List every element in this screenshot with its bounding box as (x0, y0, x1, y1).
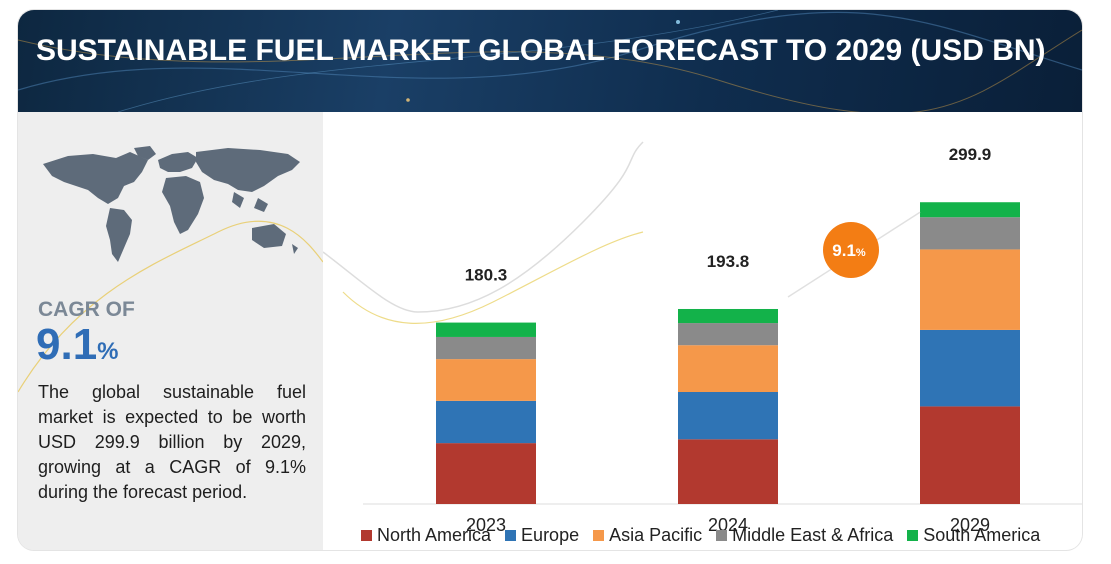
bar-segment-2023-asia-pacific (436, 359, 536, 401)
legend-label: Middle East & Africa (732, 525, 894, 545)
bar-segment-2029-europe (920, 329, 1020, 407)
title-banner: SUSTAINABLE FUEL MARKET GLOBAL FORECAST … (18, 10, 1082, 112)
bar-segment-2024-asia-pacific (678, 345, 778, 393)
banner-background-lines (18, 10, 1082, 112)
legend-label: Asia Pacific (609, 525, 703, 545)
bar-segment-2024-north-america (678, 439, 778, 504)
cagr-unit: % (97, 338, 119, 365)
total-label-2024: 193.8 (707, 252, 750, 271)
cagr-value: 9.1% (36, 320, 119, 370)
legend-label: Europe (521, 525, 580, 545)
bar-segment-2029-middle-east-africa (920, 217, 1020, 250)
cagr-number: 9.1 (36, 320, 98, 369)
bar-segment-2023-north-america (436, 443, 536, 504)
category-label-2029: 2029 (950, 515, 990, 535)
legend-swatch (361, 530, 372, 541)
world-map-icon (43, 146, 300, 262)
decorative-curves (323, 141, 644, 324)
total-label-2029: 299.9 (949, 145, 992, 164)
legend-item: Middle East & Africa (716, 525, 893, 546)
bar-segment-2024-europe (678, 392, 778, 440)
legend-item: South America (907, 525, 1040, 546)
bar-segment-2023-middle-east-africa (436, 336, 536, 360)
legend-item: North America (361, 525, 491, 546)
bar-segment-2024-middle-east-africa (678, 323, 778, 346)
legend-swatch (505, 530, 517, 541)
bar-segment-2024-south-america (678, 308, 778, 324)
legend-swatch (716, 530, 728, 541)
chart-area: 180.3 2023 193.8 2024 299.9 2029 9.1% North A… (323, 112, 1082, 550)
legend-item: Asia Pacific (593, 525, 702, 546)
bar-segment-2029-north-america (920, 406, 1020, 504)
cagr-bubble (823, 222, 879, 278)
legend-item: Europe (505, 525, 579, 546)
summary-panel: CAGR OF 9.1% The global sustainable fuel… (18, 112, 323, 550)
cagr-label: CAGR OF (38, 298, 135, 321)
legend-swatch (907, 530, 919, 541)
market-description: The global sustainable fuel market is ex… (38, 382, 306, 502)
category-label-2023: 2023 (466, 515, 506, 535)
legend-label: North America (377, 525, 492, 545)
bar-segment-2029-asia-pacific (920, 249, 1020, 330)
total-label-2023: 180.3 (465, 266, 508, 285)
decorative-curve (18, 220, 323, 393)
infographic-card: SUSTAINABLE FUEL MARKET GLOBAL FORECAST … (18, 10, 1082, 550)
bar-segment-2029-south-america (920, 202, 1020, 218)
bar-segment-2023-europe (436, 400, 536, 444)
legend-swatch (593, 530, 605, 541)
cagr-bubble-unit: % (856, 247, 866, 259)
page-title: SUSTAINABLE FUEL MARKET GLOBAL FORECAST … (36, 34, 1046, 67)
bar-segment-2023-south-america (436, 322, 536, 337)
chart-legend: North America Europe Asia Pacific Middle Ea… (361, 525, 1040, 546)
legend-label: South America (923, 525, 1041, 545)
